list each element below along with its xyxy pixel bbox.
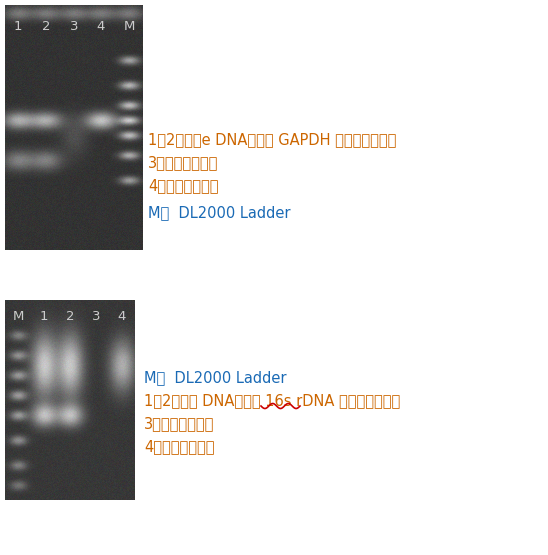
Text: M: M [12,310,24,322]
Text: 1: 1 [14,21,22,33]
Text: 2: 2 [42,21,50,33]
Text: 4：扩增阳性对照: 4：扩增阳性对照 [144,439,214,454]
Text: 3: 3 [92,310,100,322]
Text: 3：扩增阴性对照: 3：扩增阴性对照 [144,416,214,431]
Text: 2: 2 [66,310,74,322]
Text: 3: 3 [70,21,78,33]
Text: 4: 4 [97,21,105,33]
Text: 1: 1 [40,310,48,322]
Text: 1、2：翣便 DNA（细菉 16s rDNA 引物）扩增条带: 1、2：翣便 DNA（细菉 16s rDNA 引物）扩增条带 [144,393,400,408]
Text: 3：扩增阴性对照: 3：扩增阴性对照 [148,155,218,170]
Text: M：  DL2000 Ladder: M： DL2000 Ladder [144,370,287,385]
Text: 4: 4 [118,310,126,322]
Text: M：  DL2000 Ladder: M： DL2000 Ladder [148,205,290,220]
Text: 1、2：小蒬e DNA（植物 GAPDH 引物）扩增条带: 1、2：小蒬e DNA（植物 GAPDH 引物）扩增条带 [148,132,396,147]
Text: 4：扩增阳性对照: 4：扩增阳性对照 [148,178,219,193]
Text: M: M [123,21,135,33]
